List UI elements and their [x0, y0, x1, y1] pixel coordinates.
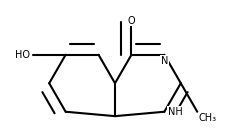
Text: HO: HO	[15, 50, 30, 60]
Text: NH: NH	[167, 107, 182, 117]
Text: CH₃: CH₃	[198, 113, 216, 123]
Text: O: O	[127, 16, 135, 26]
Text: N: N	[160, 56, 167, 66]
